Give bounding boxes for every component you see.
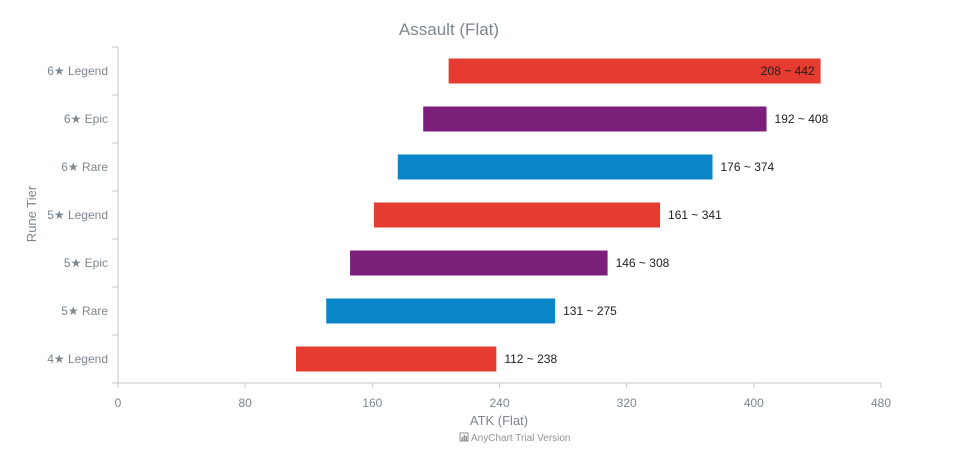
- data-label: 112 ~ 238: [504, 352, 557, 366]
- y-tick-label: 5★ Rare: [61, 304, 108, 318]
- x-tick-label: 0: [115, 396, 122, 410]
- y-tick-label: 4★ Legend: [47, 352, 108, 366]
- x-tick-label: 80: [238, 396, 252, 410]
- x-tick-label: 160: [362, 396, 382, 410]
- data-label: 192 ~ 408: [775, 112, 829, 126]
- y-tick-label: 5★ Legend: [47, 208, 108, 222]
- bar-labels: 6★ Legend 208 ~ 442 6★ Epic 192 ~ 408 6★ Rar…: [47, 64, 828, 366]
- y-tick-label: 5★ Epic: [64, 256, 108, 270]
- y-axis-title-group: Rune Tier: [24, 185, 39, 242]
- y-axis-title: Rune Tier: [24, 185, 39, 242]
- axes: 0 80 160 240 320 400 480: [112, 46, 891, 410]
- x-axis-title: ATK (Flat): [470, 413, 528, 428]
- data-label: 131 ~ 275: [563, 304, 617, 318]
- bar[interactable]: [423, 106, 767, 132]
- data-label: 208 ~ 442: [761, 64, 815, 78]
- credit: AnyChart Trial Version: [459, 432, 571, 444]
- x-tick-label: 480: [871, 396, 891, 410]
- chart-logo-icon: [459, 432, 469, 442]
- data-label: 161 ~ 341: [668, 208, 722, 222]
- chart-title: Assault (Flat): [399, 20, 499, 39]
- bar[interactable]: [296, 346, 497, 372]
- bar[interactable]: [373, 202, 661, 228]
- data-label: 146 ~ 308: [616, 256, 670, 270]
- bars: [296, 58, 821, 372]
- y-tick-label: 6★ Legend: [47, 64, 108, 78]
- bar[interactable]: [397, 154, 713, 180]
- bar[interactable]: [350, 250, 608, 276]
- bar[interactable]: [326, 298, 556, 324]
- data-label: 176 ~ 374: [721, 160, 775, 174]
- x-tick-label: 240: [489, 396, 509, 410]
- x-tick-label: 320: [617, 396, 637, 410]
- credit-text: AnyChart Trial Version: [471, 433, 571, 444]
- y-tick-label: 6★ Rare: [61, 160, 108, 174]
- y-tick-label: 6★ Epic: [64, 112, 108, 126]
- bar[interactable]: [448, 58, 821, 84]
- x-tick-label: 400: [744, 396, 764, 410]
